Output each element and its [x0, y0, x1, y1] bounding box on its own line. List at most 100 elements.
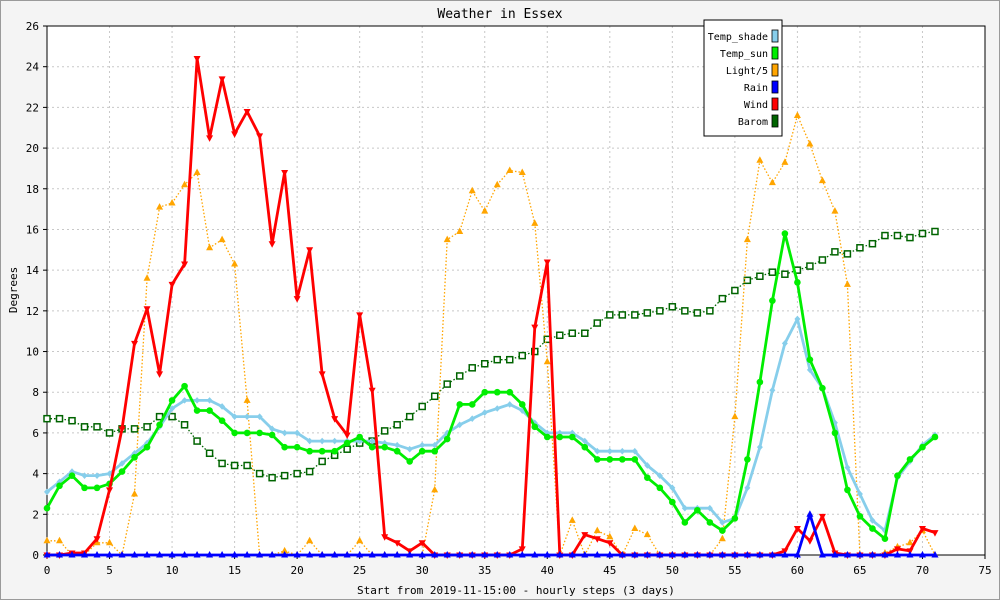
legend-label: Wind	[744, 100, 768, 111]
data-point-temp-sun	[806, 356, 814, 363]
data-point-rain	[743, 551, 751, 558]
legend-swatch	[771, 80, 779, 94]
data-point-barom	[305, 467, 314, 476]
data-point-temp-sun	[318, 447, 326, 455]
data-point-wind	[318, 371, 326, 378]
data-point-temp-sun	[381, 443, 388, 451]
data-point-barom	[593, 319, 602, 327]
series-barom	[43, 227, 939, 482]
data-point-temp-shade	[569, 429, 576, 437]
x-tick-label: 40	[541, 564, 554, 577]
data-point-temp-shade	[744, 484, 751, 492]
x-tick-label: 35	[478, 564, 491, 577]
data-point-wind	[818, 513, 826, 521]
data-point-barom	[393, 421, 401, 429]
series-group	[43, 56, 939, 559]
data-point-light-5	[481, 207, 489, 214]
data-point-wind	[268, 241, 276, 248]
data-point-temp-shade	[169, 405, 176, 412]
data-point-temp-sun	[769, 297, 776, 304]
data-point-light-5	[181, 180, 189, 188]
data-point-rain	[293, 551, 301, 558]
data-point-rain	[93, 551, 101, 558]
data-point-temp-sun	[694, 506, 701, 514]
data-point-light-5	[806, 140, 814, 147]
data-point-temp-shade	[806, 366, 813, 374]
data-point-temp-shade	[856, 490, 863, 498]
data-point-rain	[643, 551, 651, 558]
y-tick-label: 16	[26, 223, 39, 236]
data-point-temp-sun	[118, 468, 126, 475]
data-point-wind	[381, 534, 389, 541]
data-point-light-5	[906, 538, 914, 546]
data-point-barom	[631, 311, 639, 319]
data-point-rain	[331, 551, 339, 558]
data-point-wind	[156, 371, 164, 378]
series-temp-sun	[43, 230, 939, 543]
data-point-barom	[618, 311, 627, 319]
x-tick-label: 10	[165, 564, 178, 577]
data-point-temp-shade	[44, 488, 50, 496]
data-point-temp-sun	[243, 429, 251, 437]
data-point-temp-shade	[719, 519, 726, 526]
data-point-temp-shade	[244, 413, 251, 420]
legend: Temp_shade Temp_sun Light/5 Rain Wind Barom	[703, 19, 783, 137]
legend-label: Light/5	[726, 66, 768, 77]
data-point-temp-sun	[756, 378, 764, 386]
data-point-temp-shade	[406, 445, 413, 453]
data-point-temp-sun	[418, 447, 426, 455]
data-point-wind	[131, 340, 139, 348]
data-point-temp-shade	[469, 415, 476, 422]
data-point-temp-shade	[544, 429, 551, 437]
legend-label: Rain	[744, 83, 768, 94]
data-point-barom	[468, 364, 476, 372]
data-point-temp-sun	[393, 447, 401, 455]
data-point-wind	[393, 540, 401, 547]
data-point-barom	[243, 461, 251, 470]
data-point-temp-sun	[506, 388, 514, 396]
data-point-barom	[881, 231, 889, 240]
data-point-wind	[331, 416, 339, 423]
data-point-barom	[455, 372, 464, 380]
data-point-barom	[818, 256, 827, 264]
data-point-temp-shade	[631, 447, 638, 455]
data-point-temp-sun	[206, 407, 213, 414]
data-point-light-5	[281, 546, 289, 554]
data-point-barom	[518, 351, 527, 360]
data-point-temp-shade	[656, 472, 663, 479]
data-point-rain	[68, 551, 76, 558]
data-point-barom	[681, 307, 689, 315]
chart-title: Weather in Essex	[437, 7, 562, 22]
data-point-rain	[656, 551, 664, 558]
data-point-wind	[118, 426, 126, 433]
data-point-temp-shade	[94, 472, 101, 479]
data-point-rain	[106, 551, 114, 558]
data-point-wind	[306, 247, 314, 254]
data-point-temp-sun	[143, 443, 151, 451]
data-point-temp-shade	[619, 447, 626, 455]
y-tick-label: 14	[26, 264, 40, 277]
data-point-light-5	[468, 186, 476, 194]
data-point-barom	[43, 414, 51, 423]
data-point-rain	[618, 551, 626, 558]
y-tick-label: 6	[32, 427, 39, 440]
data-point-light-5	[718, 534, 726, 542]
data-point-temp-sun	[131, 454, 138, 461]
legend-swatch	[771, 29, 779, 43]
y-tick-label: 4	[32, 468, 39, 481]
data-point-temp-sun	[581, 443, 589, 451]
data-point-wind	[543, 259, 551, 267]
x-tick-label: 20	[291, 564, 304, 577]
data-point-temp-shade	[681, 504, 688, 512]
data-point-wind	[143, 306, 151, 313]
data-point-temp-sun	[919, 443, 926, 451]
data-point-barom	[931, 227, 939, 236]
data-point-temp-sun	[231, 429, 238, 437]
data-point-barom	[606, 311, 614, 319]
data-point-temp-shade	[369, 437, 376, 445]
data-point-temp-shade	[869, 517, 876, 524]
x-tick-label: 45	[603, 564, 616, 577]
data-point-temp-shade	[669, 484, 676, 492]
data-point-rain	[593, 551, 601, 558]
